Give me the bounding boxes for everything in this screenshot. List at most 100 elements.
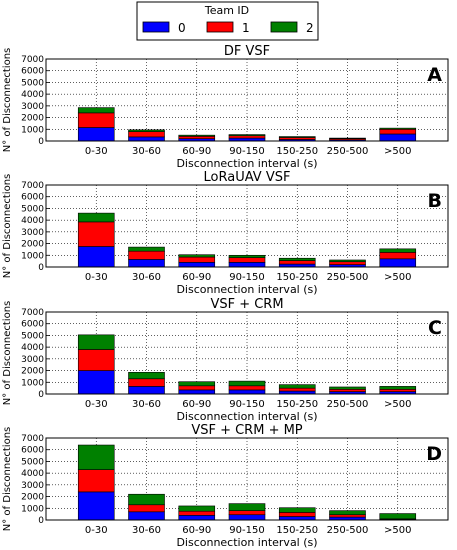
y-axis-label: N° of Disconnections bbox=[2, 427, 13, 531]
x-tick-label: 150-250 bbox=[276, 525, 318, 536]
x-tick-label: 90-150 bbox=[229, 399, 264, 410]
x-tick-label: >500 bbox=[384, 525, 411, 536]
x-tick-label: 30-60 bbox=[132, 399, 161, 410]
y-tick-label: 1000 bbox=[21, 504, 44, 514]
bar-segment-team-1 bbox=[228, 385, 266, 391]
bar-segment-team-1 bbox=[329, 514, 366, 518]
x-tick-label: 250-500 bbox=[327, 146, 369, 157]
bar-segment-team-2 bbox=[379, 127, 417, 130]
bar-segment-team-1 bbox=[228, 135, 266, 139]
bar-segment-team-2 bbox=[178, 505, 216, 512]
bar-segment-team-2 bbox=[128, 246, 165, 252]
bar-segment-team-0 bbox=[178, 515, 216, 521]
bar-segment-team-0 bbox=[178, 262, 216, 268]
bar-segment-team-1 bbox=[77, 349, 115, 371]
panel-title: VSF + CRM bbox=[210, 297, 283, 312]
bar-segment-team-2 bbox=[178, 381, 216, 387]
panel-title: DF VSF bbox=[224, 44, 270, 59]
bar-segment-team-1 bbox=[77, 112, 115, 128]
bar-segment-team-1 bbox=[379, 389, 417, 392]
x-axis-label: Disconnection interval (s) bbox=[176, 410, 317, 423]
y-axis-label: N° of Disconnections bbox=[2, 301, 13, 405]
x-axis-label: Disconnection interval (s) bbox=[176, 536, 317, 549]
x-tick-label: 0-30 bbox=[85, 525, 108, 536]
legend-title: Team ID bbox=[204, 4, 249, 17]
legend: Team ID 0 1 2 bbox=[136, 1, 319, 41]
x-axis-label: Disconnection interval (s) bbox=[176, 283, 317, 296]
x-tick-label: 250-500 bbox=[327, 525, 369, 536]
bar-segment-team-1 bbox=[128, 250, 165, 260]
bar-segment-team-2 bbox=[77, 212, 115, 223]
bar-segment-team-1 bbox=[228, 257, 266, 263]
y-tick-label: 4000 bbox=[21, 216, 44, 226]
x-tick-label: 150-250 bbox=[276, 146, 318, 157]
x-tick-label: 30-60 bbox=[132, 146, 161, 157]
bar-segment-team-0 bbox=[178, 389, 216, 395]
x-tick-label: 90-150 bbox=[229, 525, 264, 536]
bar-segment-team-0 bbox=[77, 491, 115, 521]
bar-segment-team-2 bbox=[178, 134, 216, 137]
x-tick-label: 250-500 bbox=[327, 399, 369, 410]
bar-segment-team-0 bbox=[77, 246, 115, 268]
x-tick-label: 60-90 bbox=[182, 399, 211, 410]
y-axis-label: N° of Disconnections bbox=[2, 174, 13, 278]
bar-segment-team-1 bbox=[77, 469, 115, 493]
y-tick-label: 6000 bbox=[21, 193, 44, 203]
bar-segment-team-0 bbox=[128, 136, 165, 142]
x-tick-label: 60-90 bbox=[182, 525, 211, 536]
panel-letter: A bbox=[427, 64, 442, 86]
bar-segment-team-2 bbox=[379, 513, 417, 520]
y-tick-label: 7000 bbox=[21, 308, 44, 318]
y-tick-label: 3000 bbox=[21, 102, 44, 112]
y-tick-label: 1000 bbox=[21, 378, 44, 388]
panel-c: VSF + CRM010002000300040005000600070000-… bbox=[2, 297, 449, 423]
bar-segment-team-0 bbox=[128, 259, 165, 268]
bar-segment-team-1 bbox=[379, 252, 417, 260]
x-tick-label: 250-500 bbox=[327, 272, 369, 283]
bar-segment-team-0 bbox=[77, 127, 115, 142]
bar-segment-team-1 bbox=[178, 385, 216, 391]
bar-segment-team-2 bbox=[379, 248, 417, 253]
panel-letter: B bbox=[428, 190, 442, 212]
bar-segment-team-2 bbox=[77, 444, 115, 470]
y-tick-label: 5000 bbox=[21, 457, 44, 467]
y-tick-label: 4000 bbox=[21, 469, 44, 479]
bar-segment-team-1 bbox=[278, 387, 316, 392]
panel-d: VSF + CRM + MP01000200030004000500060007… bbox=[2, 423, 449, 549]
bar-segment-team-2 bbox=[329, 137, 366, 139]
y-tick-label: 3000 bbox=[21, 228, 44, 238]
y-tick-label: 7000 bbox=[21, 181, 44, 191]
y-tick-label: 2000 bbox=[21, 114, 44, 124]
x-tick-label: 0-30 bbox=[85, 146, 108, 157]
bar-segment-team-2 bbox=[128, 129, 165, 132]
x-tick-label: >500 bbox=[384, 399, 411, 410]
bar-segment-team-0 bbox=[228, 514, 266, 521]
bar-segment-team-1 bbox=[178, 136, 216, 139]
bar-segment-team-1 bbox=[228, 510, 266, 516]
y-tick-label: 3000 bbox=[21, 355, 44, 365]
bar-segment-team-0 bbox=[77, 370, 115, 395]
bar-segment-team-2 bbox=[329, 386, 366, 390]
y-tick-label: 6000 bbox=[21, 320, 44, 330]
y-tick-label: 0 bbox=[38, 390, 44, 400]
y-tick-label: 0 bbox=[38, 137, 44, 147]
x-tick-label: 30-60 bbox=[132, 525, 161, 536]
bar-segment-team-1 bbox=[128, 131, 165, 138]
bar-segment-team-2 bbox=[228, 134, 266, 137]
y-tick-label: 7000 bbox=[21, 55, 44, 65]
bar-segment-team-2 bbox=[228, 503, 266, 511]
bar-segment-team-2 bbox=[228, 254, 266, 258]
y-tick-label: 2000 bbox=[21, 493, 44, 503]
y-tick-label: 6000 bbox=[21, 446, 44, 456]
bar-segment-team-2 bbox=[329, 510, 366, 516]
x-tick-label: 90-150 bbox=[229, 146, 264, 157]
y-tick-label: 4000 bbox=[21, 90, 44, 100]
y-tick-label: 7000 bbox=[21, 434, 44, 444]
bar-segment-team-1 bbox=[178, 510, 216, 516]
y-tick-label: 5000 bbox=[21, 331, 44, 341]
y-tick-label: 5000 bbox=[21, 78, 44, 88]
x-tick-label: >500 bbox=[384, 146, 411, 157]
y-tick-label: 6000 bbox=[21, 67, 44, 77]
